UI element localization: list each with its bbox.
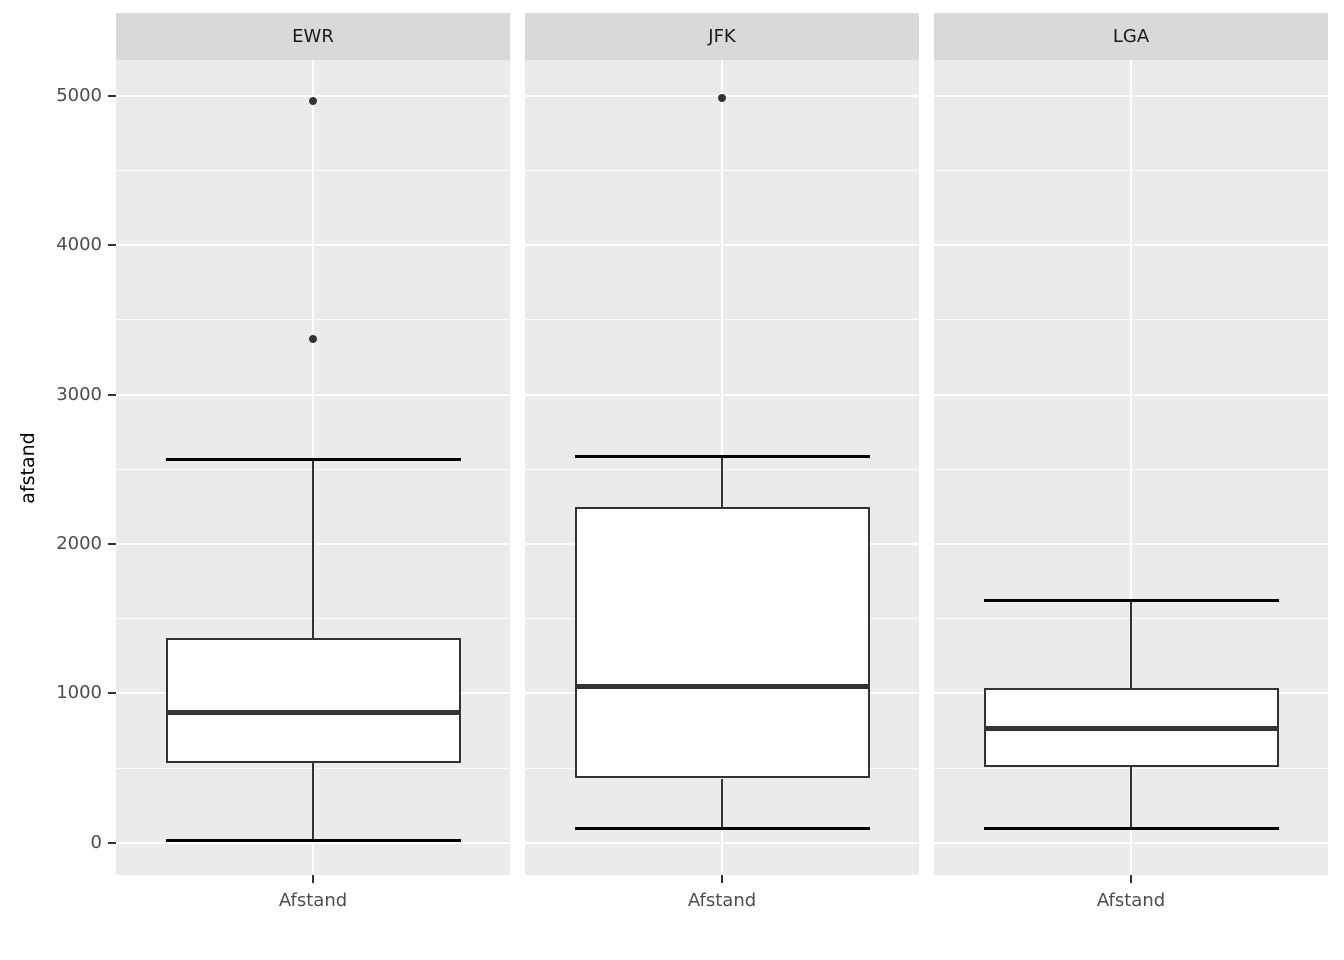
boxplot-lower-whisker [312,763,314,841]
boxplot-upper-whisker [1130,600,1132,689]
plot-panel [116,60,510,875]
boxplot-upper-whisker-cap [983,599,1279,603]
facet-strip: LGA [934,13,1328,60]
y-axis-title: afstand [17,432,39,504]
gridline-x-major [1130,60,1132,875]
y-tick-mark [108,542,116,545]
y-tick-mark [108,244,116,247]
y-tick-label: 2000 [56,532,102,554]
outlier-point [309,97,317,106]
facet-jfk: JFK Afstand [525,0,919,960]
y-tick-label: 4000 [56,234,102,256]
y-tick-mark [108,94,116,97]
outlier-point [718,94,726,103]
y-tick-label: 5000 [56,84,102,106]
y-tick-mark [108,393,116,396]
y-tick-label: 1000 [56,682,102,704]
boxplot-lower-whisker [721,778,723,829]
facet-ewr: EWR Afstand [116,0,510,960]
boxplot-box [574,506,870,779]
facet-strip: EWR [116,13,510,60]
boxplot-upper-whisker [721,456,723,507]
facet-strip-label: JFK [708,26,736,47]
x-tick-label: Afstand [278,890,348,911]
facet-lga: LGA Afstand [934,0,1328,960]
y-tick-mark [108,841,116,844]
x-tick-mark [312,875,314,883]
x-tick-label: Afstand [687,890,757,911]
facet-strip-label: EWR [292,26,334,47]
boxplot-median [574,684,870,690]
y-tick-label: 3000 [56,383,102,405]
plot-panel [934,60,1328,875]
facet-strip-label: LGA [1112,26,1150,47]
boxplot-upper-whisker-cap [165,458,461,462]
boxplot-upper-whisker-cap [574,454,870,458]
boxplot-lower-whisker-cap [165,838,461,842]
boxplot-lower-whisker [1130,767,1132,829]
outlier-point [309,335,317,344]
y-tick-label: 0 [90,831,102,853]
x-tick-mark [1130,875,1132,883]
boxplot-box [165,637,461,764]
boxplot-median [165,709,461,715]
boxplot-lower-whisker-cap [574,827,870,831]
boxplot-lower-whisker-cap [983,826,1279,830]
y-tick-mark [108,692,116,695]
boxplot-median [983,725,1279,731]
x-tick-label: Afstand [1096,890,1166,911]
boxplot-upper-whisker [312,459,314,638]
facet-strip: JFK [525,13,919,60]
plot-panel [525,60,919,875]
x-tick-mark [721,875,723,883]
